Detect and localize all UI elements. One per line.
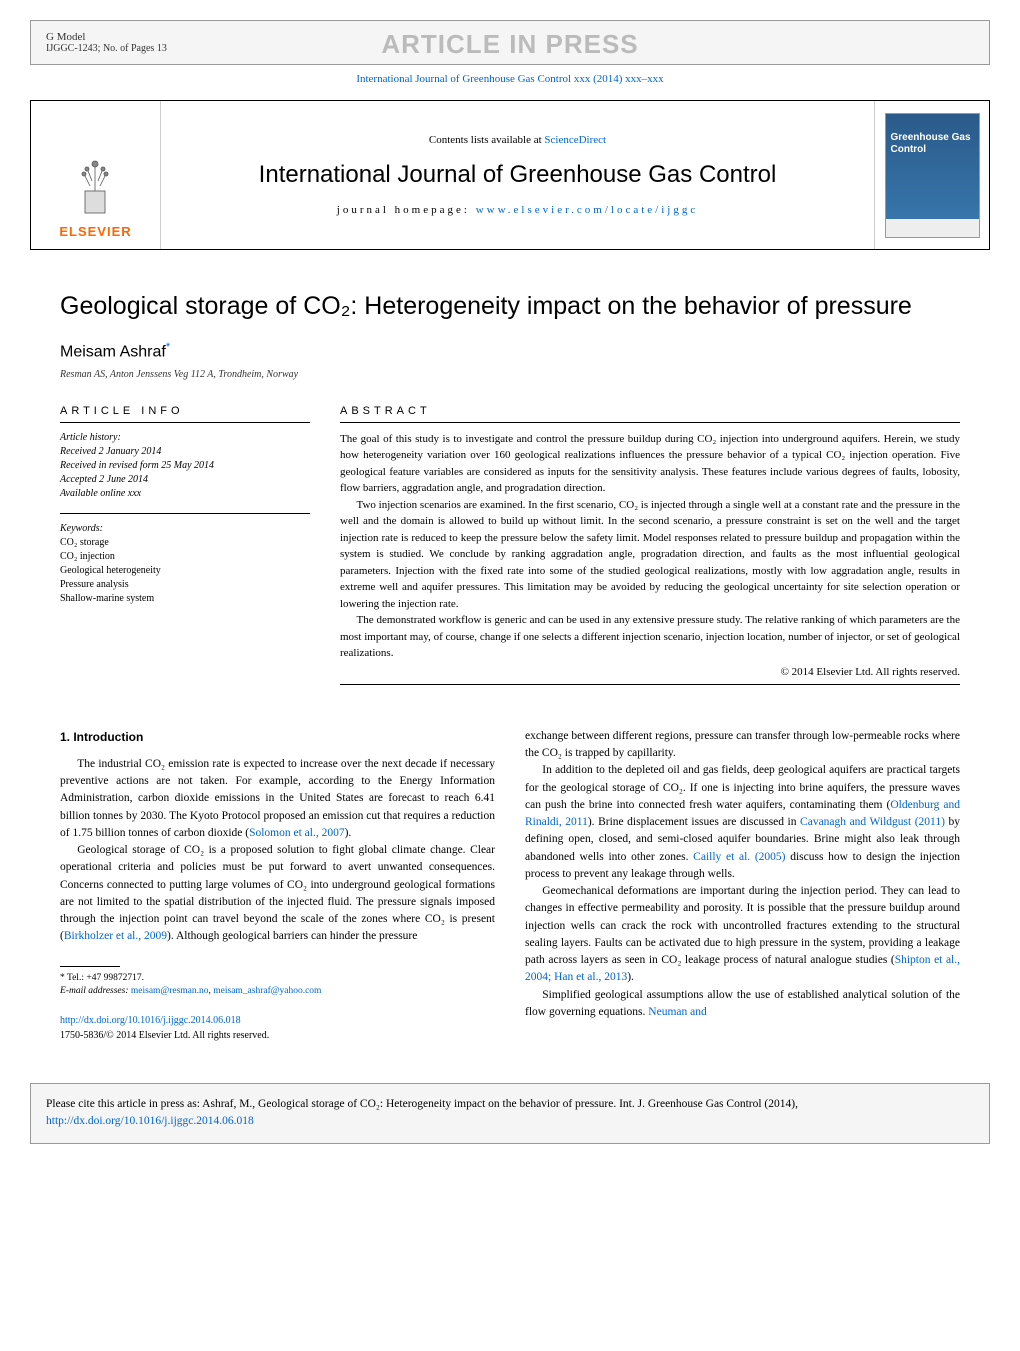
intro-p1-end: ). <box>345 827 352 839</box>
keywords-rule <box>60 513 310 514</box>
citation-link[interactable]: Birkholzer et al., 2009 <box>64 930 167 942</box>
main-text-columns: 1. Introduction The industrial CO₂ emiss… <box>60 728 960 1043</box>
intro-p2: Geological storage of CO₂ is a proposed … <box>60 842 495 946</box>
keyword: Geological heterogeneity <box>60 564 310 578</box>
footnote-tel: * Tel.: +47 99872717. <box>60 972 495 985</box>
article-info-heading: ARTICLE INFO <box>60 405 310 417</box>
info-rule <box>60 422 310 423</box>
right-p3b: ). <box>627 971 634 983</box>
right-p2b: ). Brine displacement issues are discuss… <box>588 816 800 828</box>
abstract-heading: ABSTRACT <box>340 405 960 417</box>
intro-p2-text: Geological storage of CO₂ is a proposed … <box>60 844 495 942</box>
sciencedirect-link[interactable]: ScienceDirect <box>544 134 606 146</box>
footnote-email: E-mail addresses: meisam@resman.no, meis… <box>60 985 495 998</box>
email-label: E-mail addresses: <box>60 986 131 996</box>
abstract-column: ABSTRACT The goal of this study is to in… <box>340 405 960 693</box>
footnote-block: * Tel.: +47 99872717. E-mail addresses: … <box>60 972 495 999</box>
right-p4-text: Simplified geological assumptions allow … <box>525 989 960 1018</box>
online-date: Available online xxx <box>60 487 310 501</box>
cover-title: Greenhouse Gas Control <box>891 132 974 156</box>
elsevier-tree-icon <box>59 156 131 224</box>
banner-left: ELSEVIER <box>31 101 161 249</box>
article-title: Geological storage of CO₂: Heterogeneity… <box>60 290 960 323</box>
abstract-text: The goal of this study is to investigate… <box>340 431 960 662</box>
citation-link[interactable]: Neuman and <box>648 1006 706 1018</box>
journal-reference-link[interactable]: International Journal of Greenhouse Gas … <box>0 73 1020 85</box>
email-link[interactable]: meisam_ashraf@yahoo.com <box>213 986 321 996</box>
right-p4: Simplified geological assumptions allow … <box>525 987 960 1022</box>
revised-date: Received in revised form 25 May 2014 <box>60 459 310 473</box>
intro-p1: The industrial CO₂ emission rate is expe… <box>60 756 495 842</box>
banner-center: Contents lists available at ScienceDirec… <box>161 101 874 249</box>
article-info-column: ARTICLE INFO Article history: Received 2… <box>60 405 310 693</box>
issn-line: 1750-5836/© 2014 Elsevier Ltd. All right… <box>60 1028 495 1043</box>
keyword: CO₂ storage <box>60 536 310 550</box>
citation-link[interactable]: Cailly et al. (2005) <box>693 851 785 863</box>
copyright: © 2014 Elsevier Ltd. All rights reserved… <box>340 666 960 678</box>
elsevier-text: ELSEVIER <box>59 224 131 239</box>
affiliation: Resman AS, Anton Jenssens Veg 112 A, Tro… <box>60 369 960 380</box>
keyword: CO₂ injection <box>60 550 310 564</box>
homepage-link[interactable]: www.elsevier.com/locate/ijggc <box>476 204 699 216</box>
doi-block: http://dx.doi.org/10.1016/j.ijggc.2014.0… <box>60 1013 495 1043</box>
abstract-rule-top <box>340 422 960 423</box>
received-date: Received 2 January 2014 <box>60 445 310 459</box>
right-p3: Geomechanical deformations are important… <box>525 883 960 987</box>
intro-p2-end: ). Although geological barriers can hind… <box>167 930 417 942</box>
keywords-label: Keywords: <box>60 522 310 536</box>
history-label: Article history: <box>60 431 310 445</box>
doi-link[interactable]: http://dx.doi.org/10.1016/j.ijggc.2014.0… <box>60 1015 241 1026</box>
citation-box: Please cite this article in press as: As… <box>30 1083 990 1144</box>
abstract-p3: The demonstrated workflow is generic and… <box>340 612 960 662</box>
right-p1: exchange between different regions, pres… <box>525 728 960 763</box>
header-box: G Model IJGGC-1243; No. of Pages 13 ARTI… <box>30 20 990 65</box>
homepage-prefix: journal homepage: <box>337 204 476 216</box>
journal-name: International Journal of Greenhouse Gas … <box>259 161 777 189</box>
abstract-p2: Two injection scenarios are examined. In… <box>340 497 960 613</box>
contents-prefix: Contents lists available at <box>429 134 544 146</box>
keyword: Pressure analysis <box>60 578 310 592</box>
accepted-date: Accepted 2 June 2014 <box>60 473 310 487</box>
citation-link[interactable]: Solomon et al., 2007 <box>249 827 345 839</box>
author-text: Meisam Ashraf <box>60 343 166 360</box>
keyword: Shallow-marine system <box>60 592 310 606</box>
citation-text: Please cite this article in press as: As… <box>46 1098 798 1110</box>
author-mark[interactable]: * <box>166 341 170 353</box>
right-p2: In addition to the depleted oil and gas … <box>525 762 960 883</box>
keywords-block: Keywords: CO₂ storage CO₂ injection Geol… <box>60 522 310 606</box>
abstract-rule-bottom <box>340 684 960 685</box>
contents-line: Contents lists available at ScienceDirec… <box>429 134 606 146</box>
main-right-column: exchange between different regions, pres… <box>525 728 960 1043</box>
article-history: Article history: Received 2 January 2014… <box>60 431 310 501</box>
cover-bottom-strip <box>886 219 979 237</box>
main-left-column: 1. Introduction The industrial CO₂ emiss… <box>60 728 495 1043</box>
citation-doi-link[interactable]: http://dx.doi.org/10.1016/j.ijggc.2014.0… <box>46 1115 254 1127</box>
elsevier-logo: ELSEVIER <box>59 156 131 239</box>
footnote-separator <box>60 966 120 967</box>
banner-right: Greenhouse Gas Control <box>874 101 989 249</box>
journal-homepage: journal homepage: www.elsevier.com/locat… <box>337 204 698 216</box>
journal-banner: ELSEVIER Contents lists available at Sci… <box>30 100 990 250</box>
citation-link[interactable]: Cavanagh and Wildgust (2011) <box>800 816 945 828</box>
article-in-press: ARTICLE IN PRESS <box>381 29 638 60</box>
journal-cover-image: Greenhouse Gas Control <box>885 113 980 238</box>
introduction-heading: 1. Introduction <box>60 728 495 746</box>
abstract-p1: The goal of this study is to investigate… <box>340 431 960 497</box>
author-name: Meisam Ashraf* <box>60 341 960 361</box>
email-link[interactable]: meisam@resman.no <box>131 986 209 996</box>
